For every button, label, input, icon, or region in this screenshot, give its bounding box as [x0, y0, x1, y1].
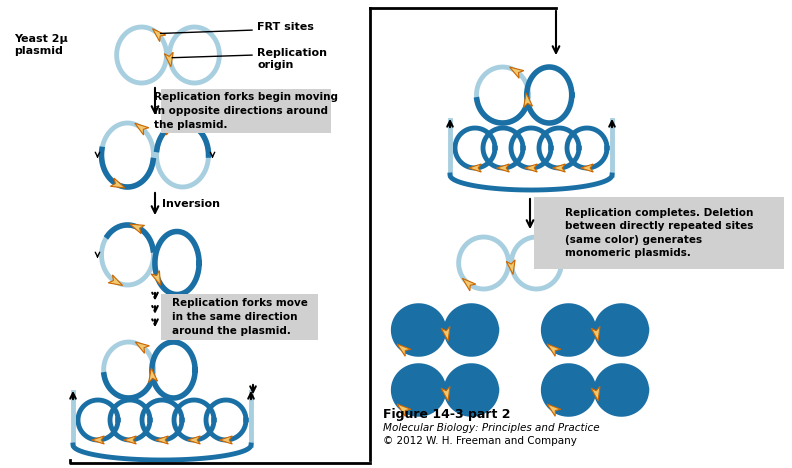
Polygon shape [543, 306, 593, 354]
Polygon shape [157, 123, 208, 187]
Polygon shape [152, 342, 195, 398]
Polygon shape [539, 128, 579, 168]
Polygon shape [581, 164, 593, 172]
Polygon shape [447, 306, 497, 354]
Polygon shape [397, 344, 411, 356]
Polygon shape [441, 387, 450, 401]
FancyBboxPatch shape [161, 89, 331, 133]
Polygon shape [164, 52, 173, 67]
Text: FRT sites: FRT sites [257, 22, 314, 32]
Polygon shape [116, 27, 166, 83]
Text: Replication
origin: Replication origin [257, 48, 327, 70]
Polygon shape [155, 232, 199, 294]
Polygon shape [591, 387, 600, 401]
Polygon shape [162, 123, 175, 135]
Polygon shape [78, 400, 118, 440]
Polygon shape [109, 275, 123, 285]
Polygon shape [188, 436, 200, 444]
Polygon shape [142, 400, 182, 440]
Polygon shape [153, 29, 166, 42]
Polygon shape [483, 128, 523, 168]
Polygon shape [509, 67, 524, 78]
FancyBboxPatch shape [534, 197, 784, 269]
Polygon shape [169, 27, 219, 83]
Polygon shape [174, 400, 214, 440]
Polygon shape [596, 306, 646, 354]
Text: Replication forks move
in the same direction
around the plasmid.: Replication forks move in the same direc… [172, 299, 307, 336]
Polygon shape [596, 366, 646, 414]
Polygon shape [441, 327, 450, 341]
Polygon shape [206, 400, 246, 440]
Polygon shape [149, 368, 158, 382]
Polygon shape [447, 366, 497, 414]
Text: © 2012 W. H. Freeman and Company: © 2012 W. H. Freeman and Company [383, 436, 577, 446]
Polygon shape [497, 164, 509, 172]
Polygon shape [469, 164, 482, 172]
Polygon shape [506, 260, 515, 274]
Polygon shape [101, 123, 154, 187]
Polygon shape [459, 237, 508, 289]
Polygon shape [547, 404, 561, 416]
Polygon shape [547, 344, 561, 356]
Polygon shape [543, 366, 593, 414]
Text: Molecular Biology: Principles and Practice: Molecular Biology: Principles and Practi… [383, 423, 600, 433]
Text: Replication completes. Deletion
between directly repeated sites
(same color) gen: Replication completes. Deletion between … [565, 208, 753, 258]
Polygon shape [477, 67, 528, 123]
Polygon shape [553, 164, 565, 172]
Polygon shape [124, 436, 136, 444]
Polygon shape [156, 436, 169, 444]
Polygon shape [104, 342, 154, 398]
Polygon shape [110, 400, 150, 440]
Polygon shape [394, 366, 444, 414]
Polygon shape [151, 271, 161, 285]
Polygon shape [512, 237, 562, 289]
Polygon shape [92, 436, 105, 444]
Polygon shape [567, 128, 607, 168]
Polygon shape [110, 178, 125, 188]
Text: Yeast 2μ
plasmid: Yeast 2μ plasmid [14, 34, 68, 56]
Polygon shape [130, 224, 145, 234]
Polygon shape [219, 436, 232, 444]
Polygon shape [455, 128, 495, 168]
Polygon shape [527, 67, 572, 123]
Polygon shape [511, 128, 551, 168]
Polygon shape [463, 278, 476, 291]
FancyBboxPatch shape [161, 294, 318, 340]
Polygon shape [394, 306, 444, 354]
Text: Inversion: Inversion [162, 199, 220, 209]
Polygon shape [101, 225, 154, 285]
Polygon shape [135, 123, 149, 135]
Polygon shape [525, 164, 537, 172]
Polygon shape [524, 93, 532, 108]
Polygon shape [397, 404, 411, 416]
Polygon shape [591, 327, 600, 341]
Text: Figure 14-3 part 2: Figure 14-3 part 2 [383, 408, 511, 421]
Polygon shape [135, 342, 150, 353]
Text: Replication forks begin moving
in opposite directions around
the plasmid.: Replication forks begin moving in opposi… [154, 92, 338, 130]
